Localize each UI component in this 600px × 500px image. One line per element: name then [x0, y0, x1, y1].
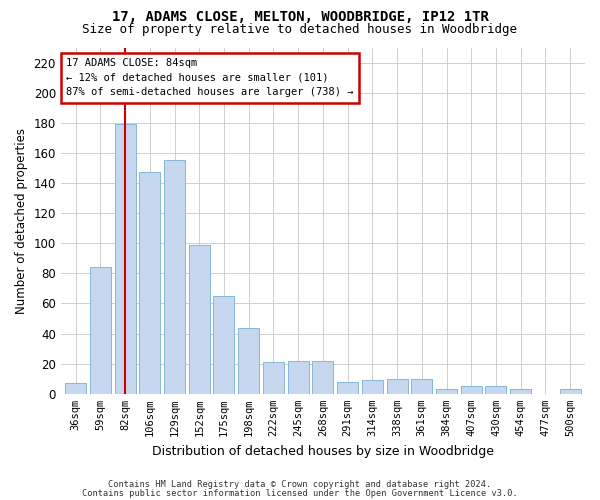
- Bar: [238, 328, 259, 394]
- Bar: [386, 378, 407, 394]
- Bar: [510, 390, 531, 394]
- Bar: [115, 124, 136, 394]
- Bar: [139, 172, 160, 394]
- Bar: [214, 296, 235, 394]
- Bar: [485, 386, 506, 394]
- Text: Contains HM Land Registry data © Crown copyright and database right 2024.: Contains HM Land Registry data © Crown c…: [109, 480, 491, 489]
- Bar: [263, 362, 284, 394]
- Text: 17, ADAMS CLOSE, MELTON, WOODBRIDGE, IP12 1TR: 17, ADAMS CLOSE, MELTON, WOODBRIDGE, IP1…: [112, 10, 488, 24]
- Bar: [287, 360, 308, 394]
- Bar: [313, 360, 334, 394]
- Text: Size of property relative to detached houses in Woodbridge: Size of property relative to detached ho…: [83, 22, 517, 36]
- Bar: [560, 390, 581, 394]
- Bar: [461, 386, 482, 394]
- Bar: [362, 380, 383, 394]
- Bar: [411, 378, 433, 394]
- Text: Contains public sector information licensed under the Open Government Licence v3: Contains public sector information licen…: [82, 489, 518, 498]
- X-axis label: Distribution of detached houses by size in Woodbridge: Distribution of detached houses by size …: [152, 444, 494, 458]
- Bar: [337, 382, 358, 394]
- Bar: [164, 160, 185, 394]
- Bar: [65, 384, 86, 394]
- Text: 17 ADAMS CLOSE: 84sqm
← 12% of detached houses are smaller (101)
87% of semi-det: 17 ADAMS CLOSE: 84sqm ← 12% of detached …: [66, 58, 353, 98]
- Bar: [90, 268, 111, 394]
- Bar: [436, 390, 457, 394]
- Bar: [189, 244, 210, 394]
- Y-axis label: Number of detached properties: Number of detached properties: [15, 128, 28, 314]
